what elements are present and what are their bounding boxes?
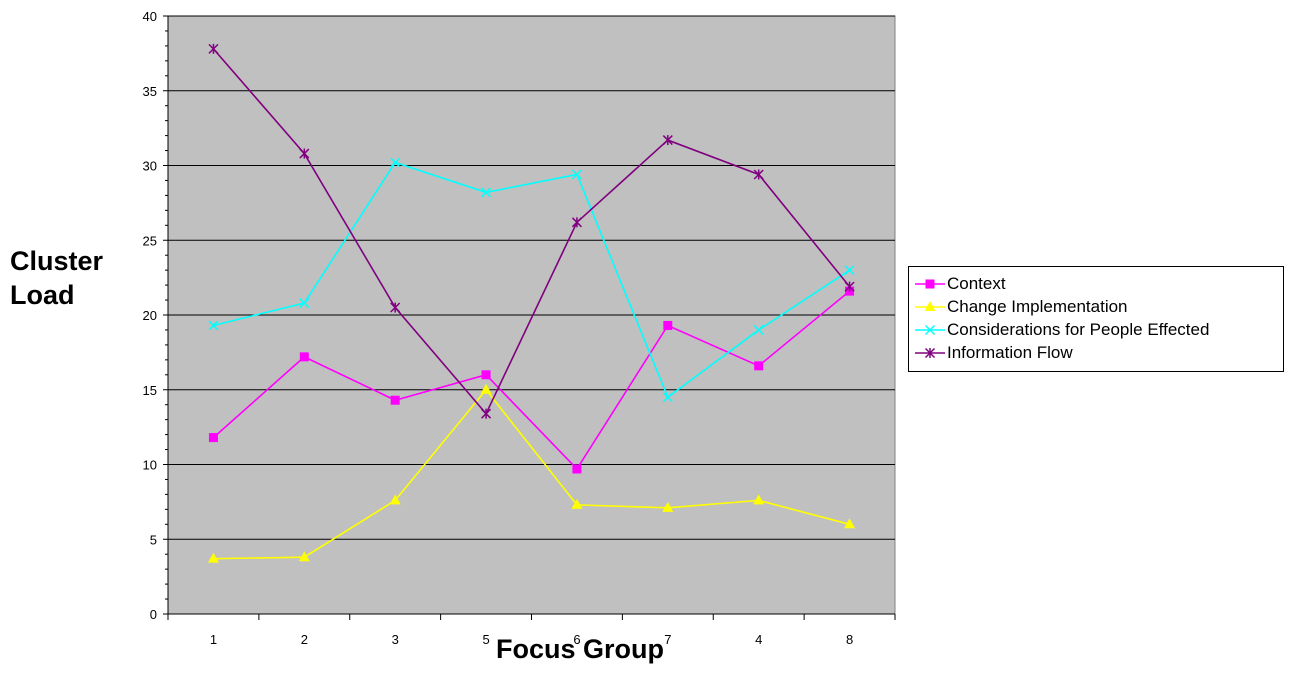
data-point (390, 395, 400, 405)
y-tick-label: 5 (150, 532, 157, 547)
legend: Context Change Implementation Considerat… (908, 266, 1284, 372)
legend-label: Considerations for People Effected (947, 320, 1210, 339)
x-tick-label: 7 (664, 632, 671, 647)
data-point (481, 408, 492, 419)
data-point (571, 217, 582, 228)
y-axis-ticks: 0 5 10 15 20 25 30 35 40 (143, 9, 168, 622)
x-tick-label: 3 (392, 632, 399, 647)
data-point (481, 187, 492, 198)
data-point (208, 433, 218, 443)
x-tick-label: 8 (846, 632, 853, 647)
legend-item-change-implementation: Change Implementation (915, 296, 1128, 318)
series-considerations-for-people-effected (208, 157, 855, 403)
series-line (213, 161, 851, 399)
y-axis-title: Cluster Load (10, 246, 104, 310)
series-information-flow (208, 43, 855, 419)
data-point (753, 324, 764, 335)
data-point (481, 370, 491, 380)
data-point (572, 464, 582, 474)
series-line (212, 290, 851, 471)
legend-item-information-flow: Information Flow (915, 342, 1073, 364)
data-point (754, 361, 764, 371)
data-point (662, 501, 674, 512)
x-axis-ticks: 1 2 3 5 6 7 4 8 (167, 614, 896, 647)
data-point (753, 169, 764, 180)
data-point (298, 551, 310, 562)
y-tick-label: 20 (143, 308, 157, 323)
y-tick-label: 10 (143, 458, 157, 473)
y-tick-label: 25 (143, 233, 157, 248)
legend-item-considerations: Considerations for People Effected (915, 319, 1209, 341)
x-tick-label: 5 (482, 632, 489, 647)
data-point (299, 352, 309, 362)
legend-swatch-context (915, 279, 945, 289)
data-point (208, 320, 219, 331)
data-point (844, 281, 855, 292)
y-tick-label: 15 (143, 383, 157, 398)
x-axis-title: Focus Group (496, 634, 664, 664)
legend-swatch-information-flow (915, 347, 945, 359)
data-point (390, 302, 401, 313)
series-line (213, 388, 850, 560)
series-group (207, 43, 856, 563)
data-point (571, 498, 583, 509)
legend-marker (924, 324, 936, 336)
data-point (844, 518, 856, 529)
data-point (663, 320, 673, 330)
data-point (208, 43, 219, 54)
series-line (212, 48, 851, 416)
data-point (480, 383, 492, 394)
y-tick-label: 0 (150, 607, 157, 622)
legend-item-context: Context (915, 273, 1006, 295)
legend-label: Context (947, 274, 1006, 293)
y-tick-label: 30 (143, 159, 157, 174)
legend-swatch-considerations (915, 324, 945, 336)
y-tick-label: 40 (143, 9, 157, 24)
data-point (207, 552, 219, 563)
data-point (299, 148, 310, 159)
legend-label: Information Flow (947, 343, 1073, 362)
data-point (299, 298, 310, 309)
data-point (662, 392, 673, 403)
legend-label: Change Implementation (947, 297, 1128, 316)
x-tick-label: 2 (301, 632, 308, 647)
x-tick-label: 4 (755, 632, 762, 647)
legend-marker (924, 347, 936, 359)
gridlines (168, 15, 895, 540)
legend-marker (924, 301, 936, 311)
legend-marker (925, 279, 935, 289)
data-point (389, 494, 401, 505)
data-point (844, 265, 855, 276)
data-point (390, 157, 401, 168)
y-tick-label: 35 (143, 84, 157, 99)
data-point (753, 494, 765, 505)
x-tick-label: 6 (573, 632, 580, 647)
legend-swatch-change-implementation (915, 301, 945, 311)
data-point (662, 135, 673, 146)
series-change-implementation (207, 383, 856, 563)
x-tick-label: 1 (210, 632, 217, 647)
data-point (571, 169, 582, 180)
